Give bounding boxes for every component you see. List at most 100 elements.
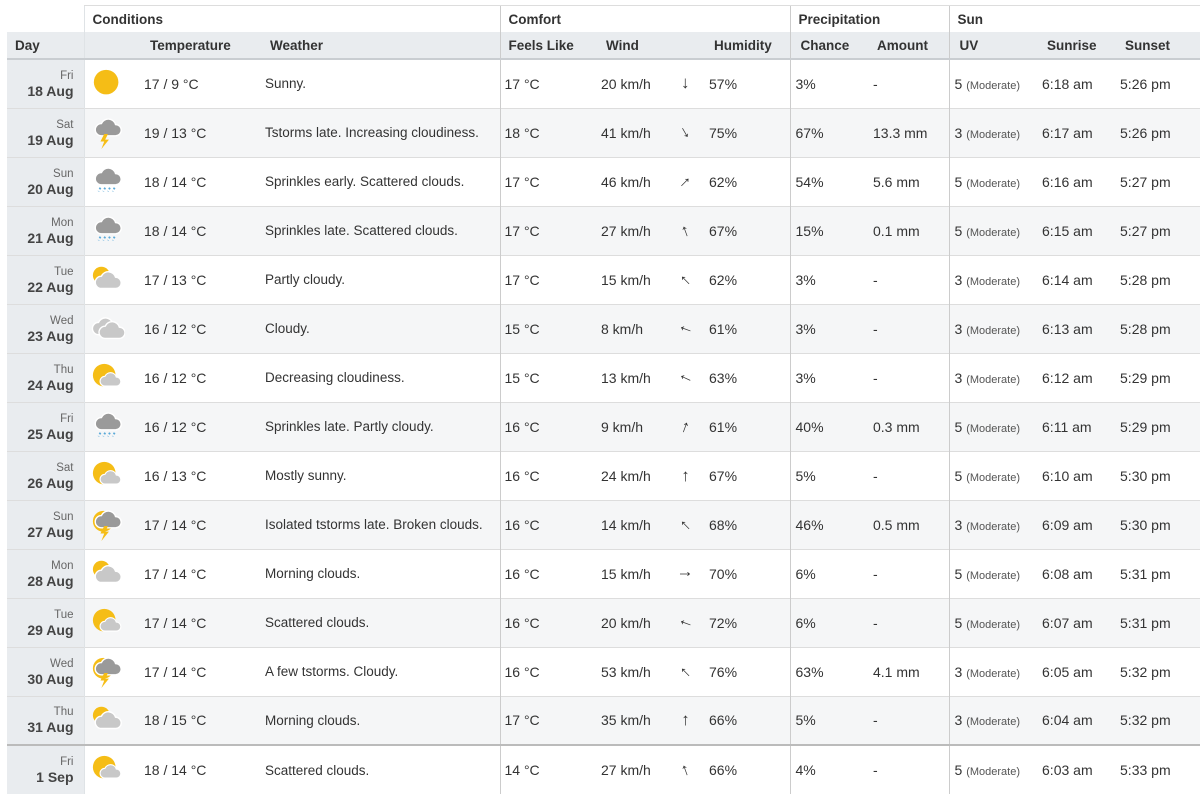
uv-cell: 5 (Moderate): [948, 59, 1037, 108]
col-sunset[interactable]: Sunset: [1116, 32, 1201, 60]
day-cell: Tue 29 Aug: [7, 598, 84, 647]
sun-icon: [85, 66, 132, 102]
col-uv[interactable]: UV: [948, 32, 1037, 60]
col-feels-like[interactable]: Feels Like: [499, 32, 596, 60]
precip-amount: 0.3 mm: [868, 402, 950, 451]
humidity: 61%: [701, 402, 790, 451]
feels-like: 17 °C: [499, 206, 596, 255]
humidity: 75%: [701, 108, 790, 157]
day-date: 27 Aug: [27, 523, 74, 540]
sunrise: 6:10 am: [1042, 467, 1093, 484]
col-day[interactable]: Day: [7, 32, 84, 60]
partly-cloudy-icon: [85, 702, 132, 738]
wind-direction-arrow-icon: ↑: [674, 615, 696, 630]
day-of-week: Mon: [51, 216, 74, 229]
weather-desc: Tstorms late. Increasing cloudiness.: [246, 108, 500, 157]
uv-index: 3: [954, 320, 963, 337]
temperature: 16 / 12 °C: [132, 304, 246, 353]
col-wind[interactable]: Wind: [596, 32, 670, 60]
weather-icon-cell: [83, 500, 132, 549]
day-date: 18 Aug: [27, 82, 74, 99]
mostly-sunny-icon: [85, 458, 132, 494]
wind-dir-cell: ↑: [670, 206, 701, 255]
weather-icon-cell: [83, 402, 132, 451]
weather-desc: Mostly sunny.: [265, 468, 347, 483]
day-of-week: Tue: [54, 265, 74, 278]
wind-speed: 27 km/h: [601, 762, 651, 778]
uv-cell: 3 (Moderate): [948, 647, 1037, 696]
uv-cell: 3 (Moderate): [948, 353, 1037, 402]
uv-index: 3: [954, 712, 963, 729]
col-wind-dir: [670, 32, 701, 60]
day-of-week: Thu: [53, 706, 74, 719]
weather-desc: Sprinkles late. Scattered clouds.: [246, 206, 500, 255]
col-weather[interactable]: Weather: [246, 32, 500, 60]
precip-chance: 6%: [789, 598, 868, 647]
wind-dir-cell: ↑: [670, 255, 701, 304]
precip-chance: 67%: [789, 108, 868, 157]
sunset: 5:30 pm: [1120, 467, 1171, 484]
mostly-sunny-icon: [85, 752, 132, 788]
humidity: 61%: [701, 304, 790, 353]
uv-index: 3: [954, 516, 963, 533]
weather-icon-cell: [83, 157, 132, 206]
col-sunrise[interactable]: Sunrise: [1036, 32, 1117, 60]
temperature: 17 / 14 °C: [132, 500, 246, 549]
uv-index: 5: [954, 173, 963, 190]
day-cell: Tue 22 Aug: [7, 255, 84, 304]
temperature: 18 / 14 °C: [132, 206, 246, 255]
feels-like: 16 °C: [499, 402, 596, 451]
wind-direction-arrow-icon: ↑: [678, 219, 693, 241]
day-date: 20 Aug: [27, 180, 74, 197]
col-humidity[interactable]: Humidity: [701, 32, 790, 60]
col-temperature[interactable]: Temperature: [132, 32, 246, 60]
wind-direction-arrow-icon: ↑: [676, 171, 696, 191]
sunset: 5:31 pm: [1120, 565, 1171, 582]
temperature: 16 / 12 °C: [144, 369, 207, 386]
day-of-week: Mon: [51, 559, 74, 572]
weather-desc: A few tstorms. Cloudy.: [265, 664, 399, 679]
sunset: 5:31 pm: [1116, 598, 1201, 647]
uv-cell: 3 (Moderate): [948, 255, 1037, 304]
humidity: 67%: [701, 206, 790, 255]
wind-speed: 27 km/h: [596, 206, 670, 255]
temperature: 17 / 14 °C: [144, 663, 207, 680]
wind-speed: 8 km/h: [596, 304, 670, 353]
wind-dir-cell: ↑: [670, 304, 701, 353]
wind-direction-arrow-icon: ↑: [681, 74, 690, 94]
mostly-sunny-icon: [85, 360, 132, 396]
tstorm-cloud-icon: [85, 115, 132, 151]
forecast-row: Sun 20 Aug 18 / 14 °C Sprinkles early. Scat…: [7, 157, 1201, 206]
wind-direction-arrow-icon: ↑: [675, 269, 695, 289]
humidity: 66%: [709, 762, 738, 778]
precip-chance: 46%: [789, 500, 868, 549]
precip-chance: 3%: [789, 304, 868, 353]
wind-direction-arrow-icon: ↑: [681, 465, 690, 485]
uv-label: (Moderate): [966, 128, 1020, 141]
wind-speed: 14 km/h: [596, 500, 670, 549]
humidity: 76%: [709, 663, 738, 680]
weather-desc: Sprinkles early. Scattered clouds.: [265, 174, 465, 189]
sunrise: 6:05 am: [1042, 663, 1093, 680]
sunrise: 6:14 am: [1042, 271, 1093, 288]
partly-cloudy-icon: [85, 556, 132, 592]
uv-cell: 3 (Moderate): [948, 108, 1037, 157]
col-amount[interactable]: Amount: [868, 32, 950, 60]
wind-dir-cell: ↑: [670, 500, 701, 549]
weather-icon-cell: [83, 255, 132, 304]
uv-cell: 5 (Moderate): [948, 206, 1037, 255]
day-date: 22 Aug: [27, 278, 74, 295]
wind-speed: 41 km/h: [596, 108, 670, 157]
precip-amount: 0.5 mm: [868, 500, 950, 549]
col-chance[interactable]: Chance: [789, 32, 868, 60]
wind-dir-cell: ↑: [670, 745, 701, 794]
day-of-week: Fri: [60, 756, 74, 768]
sunrise: 6:16 am: [1042, 173, 1093, 190]
weather-desc: Scattered clouds.: [246, 598, 500, 647]
humidity: 68%: [701, 500, 790, 549]
sunrise: 6:15 am: [1036, 206, 1117, 255]
feels-like: 17 °C: [499, 59, 596, 108]
wind-speed: 20 km/h: [601, 75, 651, 92]
precip-chance: 40%: [789, 402, 868, 451]
uv-index: 5: [954, 614, 963, 631]
